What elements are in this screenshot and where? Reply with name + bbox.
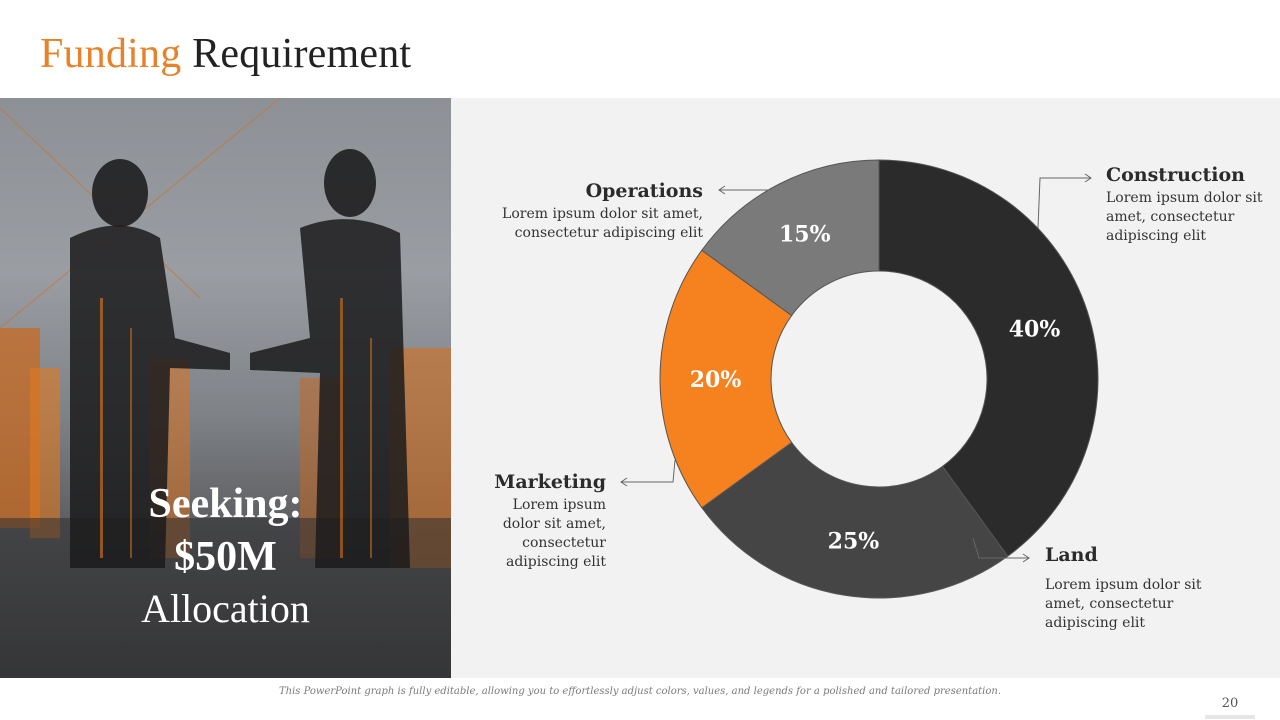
pct-label-construction: 40% [1009,316,1061,342]
funding-callout: Seeking: $50M Allocation [0,478,451,634]
footer-note: This PowerPoint graph is fully editable,… [278,686,1002,697]
land-heading: Land [1045,544,1098,566]
slice-marketing [659,249,793,509]
construction-desc: Lorem ipsum dolor sit amet, consectetur … [1106,190,1263,244]
slice-land [701,441,1009,599]
pct-label-land: 25% [828,528,880,554]
land-label: Land Lorem ipsum dolor sit amet, consect… [1045,544,1215,633]
land-leader-arrow [1022,553,1030,563]
construction-leader-line [1037,177,1091,229]
marketing-heading: Marketing [494,471,606,493]
pct-label-operations: 15% [779,221,831,247]
chart-panel: 40% 25% 20% 15% Construction Lorem ipsum do… [451,98,1280,678]
title-rest: Requirement [192,31,412,77]
operations-leader-arrow [718,185,726,195]
slice-construction [878,159,1099,557]
page-number: 20 [1205,696,1255,719]
construction-leader-arrow [1084,173,1092,183]
construction-heading: Construction [1106,164,1245,186]
slice-operations [701,159,880,317]
handshake-photo: Seeking: $50M Allocation [0,98,451,678]
page-title: Funding Requirement [40,30,411,78]
operations-heading: Operations [585,180,703,202]
land-leader-line [972,537,1029,559]
seeking-label: Seeking: [148,481,303,527]
marketing-label: Marketing Lorem ipsum dolor sit amet, co… [481,471,606,572]
allocation-label: Allocation [141,586,310,631]
operations-desc: Lorem ipsum dolor sit amet, consectetur … [502,206,703,241]
operations-label: Operations Lorem ipsum dolor sit amet, c… [491,180,703,243]
title-accent: Funding [40,31,182,77]
land-desc: Lorem ipsum dolor sit amet, consectetur … [1045,577,1202,631]
marketing-leader-arrow [620,477,628,487]
marketing-desc: Lorem ipsum dolor sit amet, consectetur … [502,497,606,570]
handshake-illustration [0,98,451,678]
construction-label: Construction Lorem ipsum dolor sit amet,… [1106,164,1276,246]
donut-chart: 40% 25% 20% 15% [620,159,1099,599]
pct-label-marketing: 20% [690,367,742,393]
funding-amount: $50M [174,534,277,580]
marketing-leader-line [621,459,676,483]
